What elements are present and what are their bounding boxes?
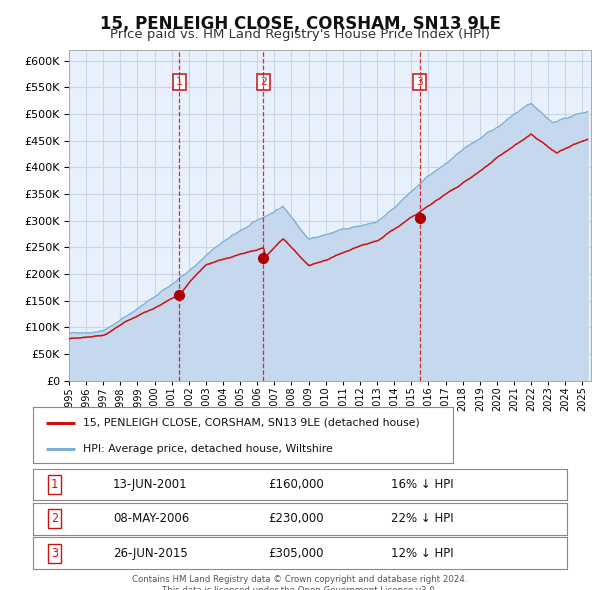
Text: 3: 3 (51, 546, 58, 560)
Text: 16% ↓ HPI: 16% ↓ HPI (391, 478, 454, 491)
Text: 15, PENLEIGH CLOSE, CORSHAM, SN13 9LE (detached house): 15, PENLEIGH CLOSE, CORSHAM, SN13 9LE (d… (83, 418, 420, 428)
Text: 13-JUN-2001: 13-JUN-2001 (113, 478, 188, 491)
Text: 12% ↓ HPI: 12% ↓ HPI (391, 546, 454, 560)
Text: HPI: Average price, detached house, Wiltshire: HPI: Average price, detached house, Wilt… (83, 444, 333, 454)
Text: 3: 3 (416, 77, 423, 87)
Text: £305,000: £305,000 (268, 546, 323, 560)
Text: 2: 2 (51, 512, 58, 526)
Text: Contains HM Land Registry data © Crown copyright and database right 2024.
This d: Contains HM Land Registry data © Crown c… (132, 575, 468, 590)
Text: 1: 1 (51, 478, 58, 491)
Text: 08-MAY-2006: 08-MAY-2006 (113, 512, 190, 526)
Text: 2: 2 (260, 77, 267, 87)
Text: 1: 1 (176, 77, 183, 87)
Text: 26-JUN-2015: 26-JUN-2015 (113, 546, 188, 560)
Text: 15, PENLEIGH CLOSE, CORSHAM, SN13 9LE: 15, PENLEIGH CLOSE, CORSHAM, SN13 9LE (100, 15, 500, 33)
Text: £160,000: £160,000 (268, 478, 324, 491)
Text: Price paid vs. HM Land Registry's House Price Index (HPI): Price paid vs. HM Land Registry's House … (110, 28, 490, 41)
Text: £230,000: £230,000 (268, 512, 323, 526)
Text: 22% ↓ HPI: 22% ↓ HPI (391, 512, 454, 526)
